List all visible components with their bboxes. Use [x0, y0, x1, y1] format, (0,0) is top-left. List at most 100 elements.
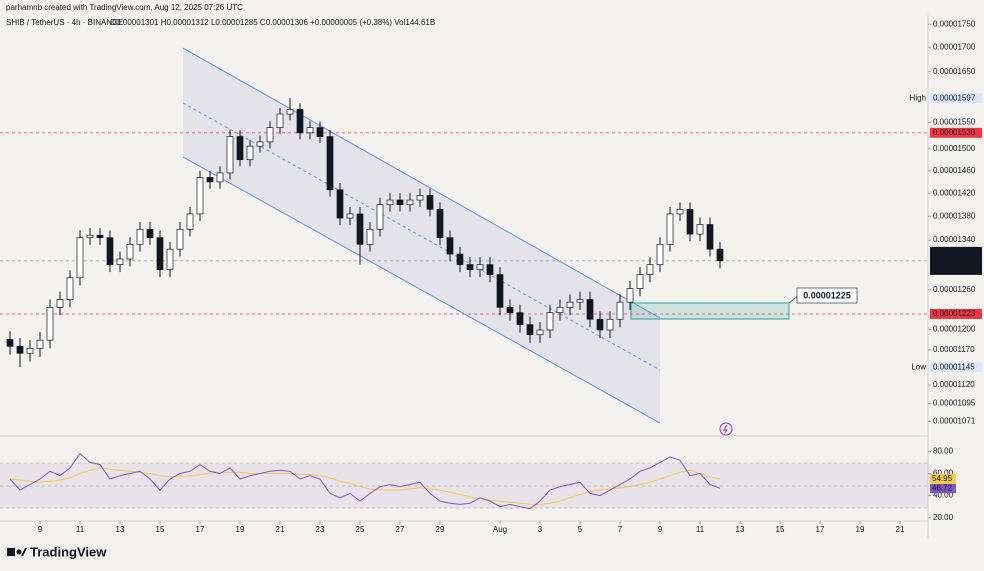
ohlc: O0.00001301 H0.00001312 L0.00001285 C0.0… [110, 18, 435, 27]
y-tick-label: 0.00001420 [933, 188, 976, 197]
candle-body [96, 234, 104, 239]
candle-body [16, 345, 24, 354]
candle-body [486, 264, 494, 275]
price-marker [930, 264, 982, 275]
candle-body [106, 237, 114, 265]
price-marker-label: 0.00001223 [933, 309, 976, 318]
x-tick-label: 15 [776, 525, 785, 534]
candle-body [516, 312, 524, 325]
x-tick-label: 9 [38, 525, 43, 534]
y-tick-label: 0.00001200 [933, 324, 976, 333]
symbol: SHIB / TetherUS · 4h · BINANCE [6, 18, 123, 27]
x-tick-label: 19 [236, 525, 245, 534]
candle-body [56, 299, 64, 308]
candle-body [546, 312, 554, 331]
price-marker-label: 0.00001145 [933, 362, 975, 371]
candle-body [226, 136, 234, 174]
candle-body [406, 199, 414, 206]
logo-text: TradingView [30, 544, 107, 559]
candle-body [246, 145, 254, 161]
candle-body [386, 199, 394, 206]
candle-body [116, 258, 124, 265]
x-tick-label: 15 [156, 525, 165, 534]
candle-body [466, 264, 474, 270]
x-tick-label: 9 [658, 525, 663, 534]
candle-body [396, 199, 404, 206]
candle-body [66, 277, 74, 300]
x-tick-label: 11 [696, 525, 705, 534]
candle-body [666, 213, 674, 245]
y-tick-label: 0.00001260 [933, 285, 976, 294]
x-tick-label: 3 [538, 525, 543, 534]
candle-body [196, 177, 204, 215]
x-tick-label: Aug [493, 525, 507, 534]
logo-slash [21, 548, 27, 556]
candle-body [586, 299, 594, 320]
y-tick-label: 0.00001650 [933, 67, 976, 76]
x-tick-label: 25 [356, 525, 365, 534]
x-tick-label: 7 [618, 525, 623, 534]
candle-body [316, 127, 324, 137]
candle-body [686, 208, 694, 235]
y-tick-label: 0.00001071 [933, 416, 976, 425]
candle-body [656, 243, 664, 265]
candle-body [46, 307, 54, 341]
candle-body [626, 288, 634, 303]
candle-body [636, 274, 644, 289]
callout-box [796, 287, 858, 304]
channel-bottom [182, 156, 661, 424]
marker-name: High [910, 93, 926, 102]
price-marker [930, 308, 982, 319]
candle-body [596, 318, 604, 331]
rsi-line [9, 452, 721, 510]
price-marker [930, 127, 982, 138]
logo-dot [16, 549, 22, 555]
attribution: parhamnb created with TradingView.com, A… [6, 3, 243, 12]
y-tick-label: 60.00 [933, 469, 954, 478]
callout-text: 0.00001225 [803, 290, 851, 300]
candle-body [236, 136, 244, 161]
value-label: 54.95 [932, 474, 953, 483]
candle-body [676, 208, 684, 215]
candle-body [276, 113, 284, 128]
y-tick-label: 40.00 [933, 491, 954, 500]
candle-body [6, 339, 14, 347]
candle-body [526, 324, 534, 336]
candle-body [566, 301, 574, 308]
candle-body [206, 177, 214, 183]
candle-body [716, 248, 724, 262]
candle-body [506, 307, 514, 313]
candle-body [556, 307, 564, 313]
y-tick-label: 80.00 [933, 446, 954, 455]
candle-body [456, 253, 464, 265]
candle-body [536, 329, 544, 336]
x-tick-label: 13 [736, 525, 745, 534]
x-tick-label: 23 [316, 525, 325, 534]
candle-body [346, 213, 354, 219]
candle-body [176, 228, 184, 250]
y-tick-label: 0.00001500 [933, 144, 976, 153]
candle-body [36, 339, 44, 349]
candle-body [606, 318, 614, 331]
channel-mid [182, 102, 661, 371]
candle-body [476, 264, 484, 270]
price-marker-label: 0.00001293 [933, 265, 976, 274]
rsi-line [9, 467, 721, 505]
candle-body [306, 127, 314, 134]
candle-body [296, 109, 304, 134]
price-marker [930, 246, 982, 257]
x-tick-label: 21 [276, 525, 285, 534]
alert-bolt [723, 424, 728, 434]
value-label: 46.72 [932, 483, 953, 492]
y-tick-label: 0.00001700 [933, 43, 976, 52]
y-tick-label: 0.00001170 [933, 345, 975, 354]
candle-body [326, 136, 334, 191]
candle-body [126, 243, 134, 260]
price-marker [930, 93, 982, 104]
candle-body [186, 213, 194, 230]
logo-mark [7, 548, 15, 556]
price-marker [930, 362, 982, 373]
alert-icon[interactable] [719, 422, 733, 436]
y-tick-label: 20.00 [933, 513, 954, 522]
